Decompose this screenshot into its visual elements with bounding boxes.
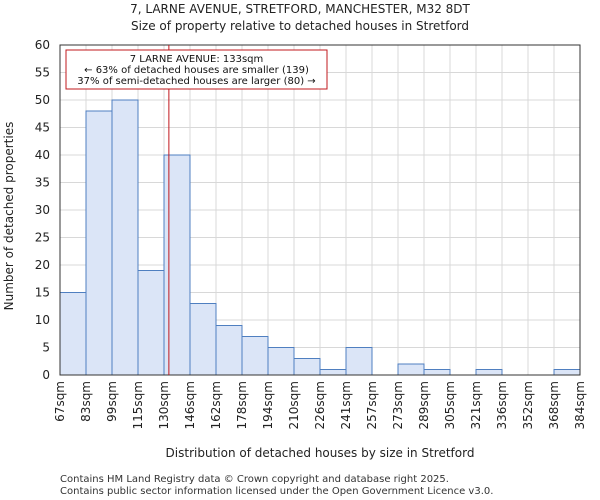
histogram-bar (189, 303, 217, 376)
x-tick-label: 146sqm (183, 381, 197, 429)
x-tick-label: 99sqm (105, 381, 119, 422)
y-axis-label: Number of detached properties (2, 122, 16, 311)
chart-subtitle: Size of property relative to detached ho… (131, 19, 469, 33)
footer-line-1: Contains HM Land Registry data © Crown c… (60, 474, 449, 485)
footer-line-2: Contains public sector information licen… (60, 486, 493, 497)
y-tick-label: 5 (42, 341, 50, 355)
histogram-bar (423, 369, 451, 376)
axes (59, 44, 581, 376)
x-tick-label: 352sqm (521, 381, 535, 429)
property-marker: 7 LARNE AVENUE: 133sqm← 63% of detached … (65, 45, 328, 375)
chart-title: 7, LARNE AVENUE, STRETFORD, MANCHESTER, … (130, 2, 470, 16)
histogram-bar (163, 154, 191, 376)
x-tick-label: 226sqm (313, 381, 327, 429)
histogram-bar (241, 336, 269, 376)
x-tick-label: 194sqm (261, 381, 275, 429)
x-tick-label: 241sqm (339, 381, 353, 429)
plot-frame (59, 44, 581, 376)
x-tick-label: 210sqm (287, 381, 301, 429)
y-tick-label: 25 (35, 231, 50, 245)
x-tick-label: 162sqm (209, 381, 223, 429)
y-tick-label: 45 (35, 121, 50, 135)
x-tick-label: 336sqm (495, 381, 509, 429)
x-tick-label: 257sqm (365, 381, 379, 429)
x-tick-label: 273sqm (391, 381, 405, 429)
histogram-bar (553, 369, 581, 376)
annotation-line: ← 63% of detached houses are smaller (13… (84, 65, 309, 76)
y-tick-label: 15 (35, 286, 50, 300)
histogram-bar (293, 358, 321, 376)
y-tick-label: 0 (42, 368, 50, 382)
y-tick-label: 50 (35, 93, 50, 107)
x-tick-label: 321sqm (469, 381, 483, 429)
y-tick-label: 10 (35, 313, 50, 327)
histogram-bar (111, 99, 139, 376)
histogram-bar (215, 325, 243, 376)
y-tick-label: 40 (35, 148, 50, 162)
x-axis-label: Distribution of detached houses by size … (166, 446, 475, 460)
x-tick-label: 130sqm (157, 381, 171, 429)
x-tick-label: 83sqm (79, 381, 93, 422)
histogram-bar (267, 347, 295, 376)
y-tick-label: 20 (35, 258, 50, 272)
annotation-line: 37% of semi-detached houses are larger (… (77, 76, 315, 87)
x-tick-labels: 67sqm 83sqm 99sqm 115sqm 130sqm 146sqm 162sqm 1… (53, 381, 587, 429)
x-tick-label: 289sqm (417, 381, 431, 429)
histogram-bar (475, 369, 503, 376)
y-tick-labels: 0 5 10 15 20 25 30 35 40 45 50 55 60 (35, 38, 50, 382)
y-tick-label: 35 (35, 176, 50, 190)
histogram-bar (345, 347, 373, 376)
x-tick-label: 368sqm (547, 381, 561, 429)
x-tick-label: 384sqm (573, 381, 587, 429)
x-tick-label: 115sqm (131, 381, 145, 429)
y-tick-label: 55 (35, 66, 50, 80)
x-tick-label: 178sqm (235, 381, 249, 429)
histogram-bar (85, 110, 113, 376)
histogram-bar (319, 369, 347, 376)
x-tick-label: 305sqm (443, 381, 457, 429)
y-tick-label: 60 (35, 38, 50, 52)
histogram-bar (59, 292, 87, 376)
y-tick-label: 30 (35, 203, 50, 217)
annotation-box (65, 49, 328, 90)
histogram-bar (397, 363, 425, 376)
histogram-bar (137, 270, 165, 376)
x-tick-label: 67sqm (53, 381, 67, 422)
annotation-line: 7 LARNE AVENUE: 133sqm (130, 54, 264, 65)
